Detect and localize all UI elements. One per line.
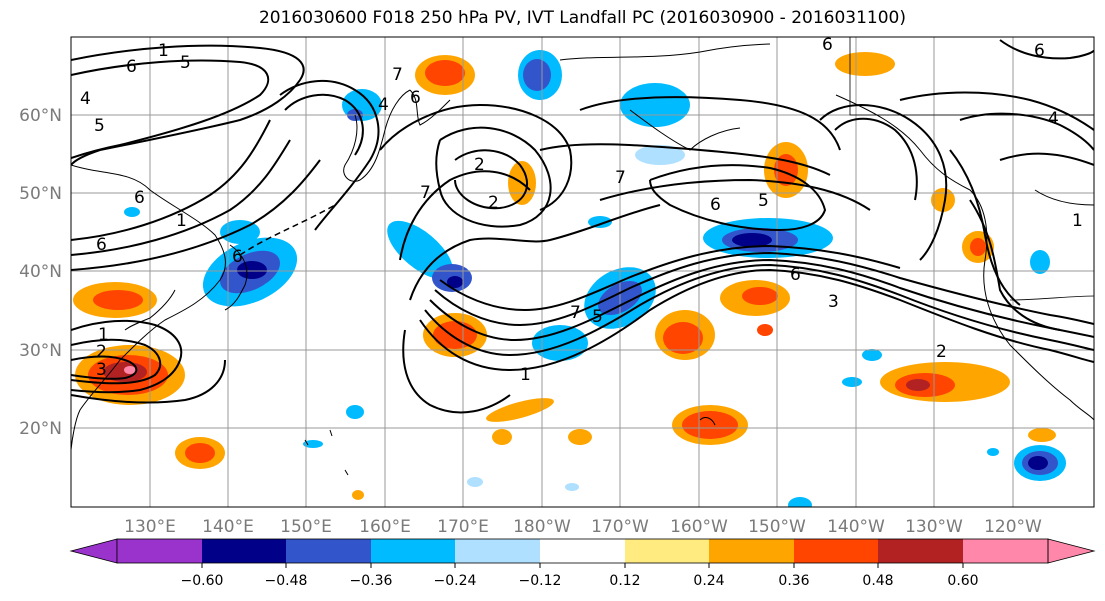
- lon-label: 130°E: [124, 517, 176, 537]
- colorbar-segment: [878, 539, 963, 563]
- contour-label: 7: [420, 183, 431, 203]
- colorbar-tick: 0.24: [693, 573, 724, 589]
- colorbar-segment: [1047, 538, 1096, 564]
- lat-label: 50°N: [19, 184, 62, 204]
- contour-label: 6: [822, 35, 833, 55]
- lon-labels: 130°E 140°E 150°E 160°E 170°E 180°W 170°…: [124, 517, 1042, 537]
- lon-label: 170°W: [591, 517, 649, 537]
- contour-label: 6: [232, 247, 243, 267]
- contour-label: 5: [94, 116, 105, 136]
- contour-label: 4: [1048, 109, 1059, 129]
- contour-label: 4: [80, 89, 91, 109]
- contour-label: 6: [134, 188, 145, 208]
- contour-label: 7: [392, 65, 403, 85]
- contour-label: 2: [474, 155, 485, 175]
- contour-label: 1: [520, 365, 531, 385]
- contour-label: 5: [592, 307, 603, 327]
- contour-label: 3: [96, 360, 107, 380]
- contour-label: 1: [98, 325, 109, 345]
- contour-label: 6: [790, 265, 801, 285]
- colorbar: −0.60 −0.48 −0.36 −0.24 −0.12 0.12 0.24 …: [69, 538, 1096, 589]
- colorbar-segment: [794, 539, 878, 563]
- lon-label: 170°E: [437, 517, 489, 537]
- colorbar-tick: 0.60: [947, 573, 978, 589]
- contour-label: 2: [936, 342, 947, 362]
- colorbar-segment: [625, 539, 709, 563]
- colorbar-segment: [286, 539, 371, 563]
- contour-label: 6: [710, 195, 721, 215]
- colorbar-tick: −0.24: [434, 573, 477, 589]
- contour-label: 2: [96, 342, 107, 362]
- contour-label: 6: [126, 57, 137, 77]
- lon-label: 150°E: [280, 517, 332, 537]
- pv-contours: [71, 39, 1094, 414]
- contour-label: 5: [758, 191, 769, 211]
- colorbar-segment: [69, 538, 118, 564]
- contour-labels: 1 6 5 6 4 5 6 6 1 2 3 7 4 6 7 2 2 5 5 7 …: [80, 35, 1083, 385]
- colorbar-tick: 0.12: [609, 573, 640, 589]
- contour-label: 6: [96, 235, 107, 255]
- contour-label: 2: [488, 193, 499, 213]
- lat-label: 30°N: [19, 341, 62, 361]
- contour-label: 7: [615, 168, 626, 188]
- colorbar-tick: 0.48: [862, 573, 893, 589]
- lon-label: 140°E: [202, 517, 254, 537]
- lon-label: 180°W: [513, 517, 571, 537]
- lat-label: 20°N: [19, 419, 62, 439]
- colorbar-segment: [371, 539, 455, 563]
- colorbar-tick: −0.60: [181, 573, 224, 589]
- contour-label: 6: [410, 88, 421, 108]
- colorbar-segment: [540, 539, 625, 563]
- contour-label: 3: [828, 292, 839, 312]
- contour-label: 1: [1072, 211, 1083, 231]
- lon-label: 160°W: [670, 517, 728, 537]
- dashed-contour: [239, 204, 336, 256]
- contour-label: 6: [1034, 41, 1045, 61]
- contour-label: 5: [180, 53, 191, 73]
- lon-label: 120°W: [984, 517, 1042, 537]
- colorbar-segment: [455, 539, 540, 563]
- contour-label: 1: [158, 41, 169, 61]
- colorbar-segment: [117, 539, 202, 563]
- contour-label: 7: [570, 303, 581, 323]
- lon-label: 140°W: [827, 517, 885, 537]
- colorbar-segment: [202, 539, 286, 563]
- contour-label: 1: [176, 211, 187, 231]
- contour-label: 4: [378, 95, 389, 115]
- colorbar-segment: [709, 539, 794, 563]
- map-title: 2016030600 F018 250 hPa PV, IVT Landfall…: [258, 8, 906, 28]
- colorbar-tick: −0.12: [519, 573, 562, 589]
- lon-label: 130°W: [905, 517, 963, 537]
- map-border: [70, 36, 1095, 508]
- lon-label: 150°W: [748, 517, 806, 537]
- lat-label: 40°N: [19, 262, 62, 282]
- lon-label: 160°E: [359, 517, 411, 537]
- lat-labels: 60°N 50°N 40°N 30°N 20°N: [19, 106, 62, 439]
- colorbar-tick: −0.36: [350, 573, 393, 589]
- lat-label: 60°N: [19, 106, 62, 126]
- colorbar-tick: 0.36: [778, 573, 809, 589]
- colorbar-segment: [963, 539, 1048, 563]
- colorbar-tick: −0.48: [265, 573, 308, 589]
